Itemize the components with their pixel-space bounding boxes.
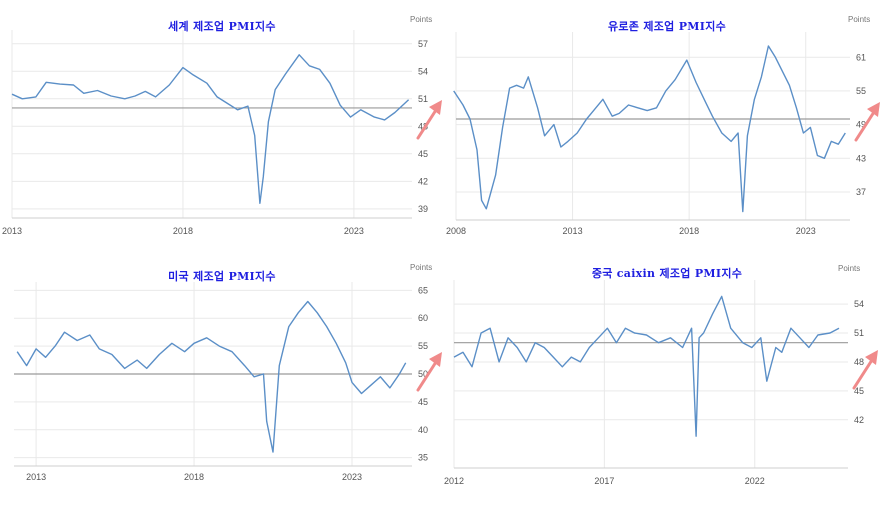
y-unit-world: Points: [410, 15, 433, 24]
x-tick-label: 2023: [344, 226, 364, 236]
y-unit-usa: Points: [410, 263, 433, 272]
trend-up-arrow-icon: [416, 100, 442, 140]
line-chart-eurozone: 2008 2013 2018 2023 37 43 49 55 61: [446, 32, 880, 236]
trend-up-arrow-icon: [416, 352, 442, 392]
x-tick-label: 2017: [594, 476, 614, 486]
trend-up-arrow-icon: [852, 350, 878, 390]
y-tick-label: 45: [418, 397, 428, 407]
y-tick-label: 45: [854, 386, 864, 396]
y-tick-label: 60: [418, 313, 428, 323]
x-tick-label: 2023: [342, 472, 362, 482]
y-tick-label: 49: [856, 120, 866, 130]
y-tick-label: 55: [856, 86, 866, 96]
y-tick-label: 43: [856, 153, 866, 163]
x-tick-label: 2018: [184, 472, 204, 482]
x-tick-label: 2022: [745, 476, 765, 486]
y-tick-label: 48: [854, 357, 864, 367]
series-line: [16, 300, 407, 453]
y-tick-label: 48: [418, 121, 428, 131]
chart-title-world: 세계 제조업 PMI지수: [168, 20, 276, 33]
x-tick-label: 2018: [173, 226, 193, 236]
y-tick-label: 42: [854, 415, 864, 425]
chart-panel-usa: 미국 제조업 PMI지수 Points 2013 2018 2023 35 40 45 50…: [6, 262, 442, 494]
y-tick-label: 45: [418, 149, 428, 159]
y-tick-label: 54: [854, 299, 864, 309]
line-chart-china: 2012 2017 2022 42 45 48 51 54: [444, 280, 878, 486]
chart-title-china: 중국 caixin 제조업 PMI지수: [591, 267, 743, 280]
series-line: [453, 45, 846, 213]
series-line: [11, 54, 410, 205]
y-tick-label: 61: [856, 52, 866, 62]
y-tick-label: 51: [854, 328, 864, 338]
x-tick-label: 2008: [446, 226, 466, 236]
line-chart-world: 2013 2018 2023 39 42 45 48 51 54 57: [2, 30, 442, 236]
x-tick-label: 2018: [679, 226, 699, 236]
chart-title-eurozone: 유로존 제조업 PMI지수: [607, 20, 727, 33]
y-tick-label: 50: [418, 369, 428, 379]
trend-up-arrow-icon: [854, 102, 880, 142]
y-tick-label: 55: [418, 341, 428, 351]
y-tick-label: 57: [418, 39, 428, 49]
y-tick-label: 42: [418, 176, 428, 186]
chart-panel-eurozone: 유로존 제조업 PMI지수 Points 2008 2013 2018 2023 37 4…: [446, 12, 884, 244]
chart-title-usa: 미국 제조업 PMI지수: [168, 270, 276, 283]
y-tick-label: 65: [418, 285, 428, 295]
y-tick-label: 35: [418, 453, 428, 463]
x-tick-label: 2013: [2, 226, 22, 236]
y-tick-label: 40: [418, 425, 428, 435]
x-tick-label: 2023: [796, 226, 816, 236]
x-tick-label: 2013: [563, 226, 583, 236]
y-tick-label: 51: [418, 94, 428, 104]
chart-panel-world: 세계 제조업 PMI지수 Points 2013 2018 2023 39 42 45 48…: [2, 12, 442, 244]
series-line: [453, 295, 840, 437]
y-unit-china: Points: [838, 264, 861, 273]
line-chart-usa: 2013 2018 2023 35 40 45 50 55 60 65: [14, 282, 442, 482]
x-tick-label: 2013: [26, 472, 46, 482]
y-tick-label: 54: [418, 66, 428, 76]
y-tick-label: 39: [418, 204, 428, 214]
x-tick-label: 2012: [444, 476, 464, 486]
y-unit-eurozone: Points: [848, 15, 871, 24]
y-tick-label: 37: [856, 187, 866, 197]
chart-panel-china: 중국 caixin 제조업 PMI지수 Points 2012 2017 2022 4…: [444, 262, 884, 494]
